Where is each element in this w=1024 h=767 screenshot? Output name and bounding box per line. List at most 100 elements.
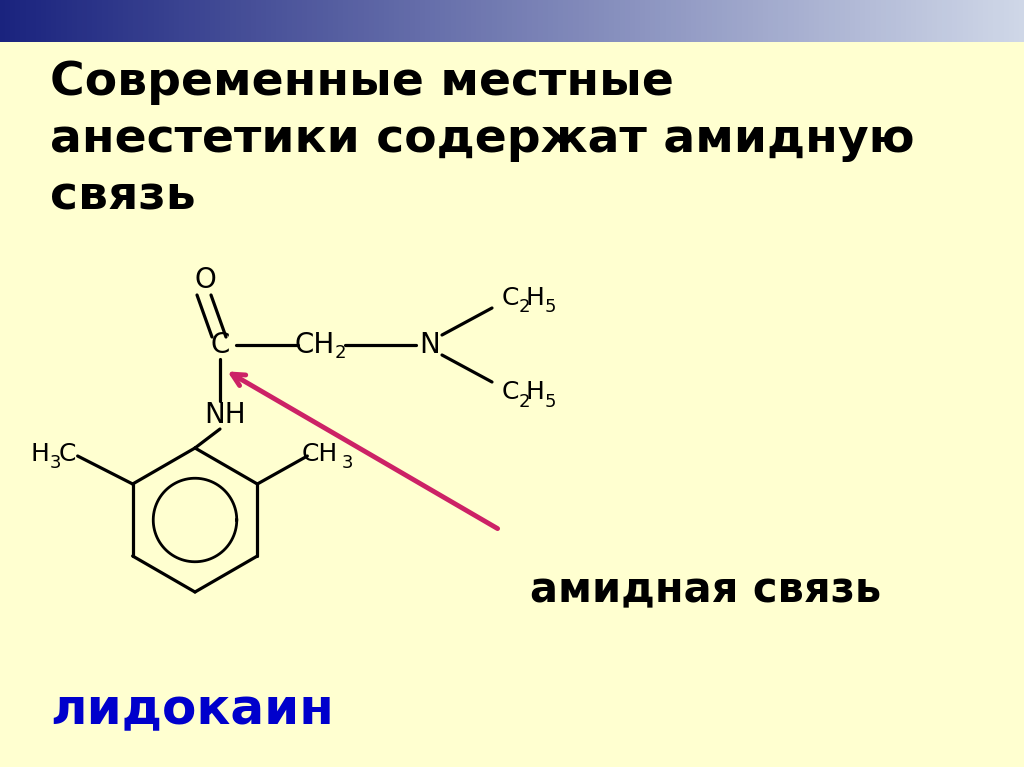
Bar [215, 0, 220, 42]
Bar [72, 0, 77, 42]
Bar [108, 0, 113, 42]
Bar [620, 0, 625, 42]
Bar [788, 0, 794, 42]
Bar [287, 0, 292, 42]
Bar [563, 0, 568, 42]
Text: H: H [31, 442, 49, 466]
Bar [174, 0, 179, 42]
Bar [824, 0, 829, 42]
Bar [835, 0, 840, 42]
Bar [932, 0, 937, 42]
Bar [15, 0, 20, 42]
Bar [916, 0, 922, 42]
Bar [451, 0, 456, 42]
Bar [420, 0, 425, 42]
Bar [41, 0, 46, 42]
Bar [369, 0, 374, 42]
Bar [548, 0, 553, 42]
Bar [246, 0, 251, 42]
Bar [829, 0, 835, 42]
Bar [722, 0, 727, 42]
Text: O: O [195, 266, 216, 294]
Bar [353, 0, 358, 42]
Bar [794, 0, 799, 42]
Bar [210, 0, 215, 42]
Bar [164, 0, 169, 42]
Bar [312, 0, 317, 42]
Bar [978, 0, 983, 42]
Bar [840, 0, 845, 42]
Bar [143, 0, 148, 42]
Bar [471, 0, 476, 42]
Bar [328, 0, 333, 42]
Bar [343, 0, 348, 42]
Bar [717, 0, 722, 42]
Bar [573, 0, 579, 42]
Bar [425, 0, 430, 42]
Bar [123, 0, 128, 42]
Bar [594, 0, 599, 42]
Bar [266, 0, 271, 42]
Bar [225, 0, 230, 42]
Bar [133, 0, 138, 42]
Text: лидокаин: лидокаин [50, 686, 334, 734]
Text: NH: NH [204, 401, 246, 429]
Bar [768, 0, 773, 42]
Bar [988, 0, 993, 42]
Bar [671, 0, 676, 42]
Bar [502, 0, 507, 42]
Bar [282, 0, 287, 42]
Bar [1014, 0, 1019, 42]
Bar [159, 0, 164, 42]
Bar [819, 0, 824, 42]
Bar [384, 0, 389, 42]
Text: N: N [420, 331, 440, 359]
Bar [527, 0, 532, 42]
Bar [640, 0, 645, 42]
Bar [507, 0, 512, 42]
Bar [532, 0, 538, 42]
Bar [236, 0, 241, 42]
Bar [748, 0, 753, 42]
Text: 5: 5 [544, 298, 556, 316]
Bar [942, 0, 947, 42]
Bar [297, 0, 302, 42]
Bar [865, 0, 870, 42]
Bar [169, 0, 174, 42]
Bar [154, 0, 159, 42]
Bar [189, 0, 195, 42]
Bar [374, 0, 379, 42]
Bar [727, 0, 732, 42]
Bar [466, 0, 471, 42]
Bar [763, 0, 768, 42]
Bar [456, 0, 461, 42]
Bar [364, 0, 369, 42]
Bar [599, 0, 604, 42]
Bar [415, 0, 420, 42]
Bar [584, 0, 589, 42]
Bar [358, 0, 364, 42]
Bar [512, 0, 517, 42]
Bar [742, 0, 748, 42]
Bar [881, 0, 886, 42]
Bar [947, 0, 952, 42]
Bar [128, 0, 133, 42]
Bar [77, 0, 82, 42]
Bar [184, 0, 189, 42]
Bar [538, 0, 543, 42]
Bar [379, 0, 384, 42]
Bar [753, 0, 758, 42]
Bar [609, 0, 614, 42]
Bar [113, 0, 118, 42]
Text: CH: CH [295, 331, 335, 359]
Bar [922, 0, 927, 42]
Bar [691, 0, 696, 42]
Bar [148, 0, 154, 42]
Text: 3: 3 [50, 454, 61, 472]
Text: амидная связь: амидная связь [530, 569, 882, 611]
Bar [220, 0, 225, 42]
Bar [102, 0, 108, 42]
Text: Современные местные
анестетики содержат амидную
связь: Современные местные анестетики содержат … [50, 60, 914, 219]
Bar [1019, 0, 1024, 42]
Bar [973, 0, 978, 42]
